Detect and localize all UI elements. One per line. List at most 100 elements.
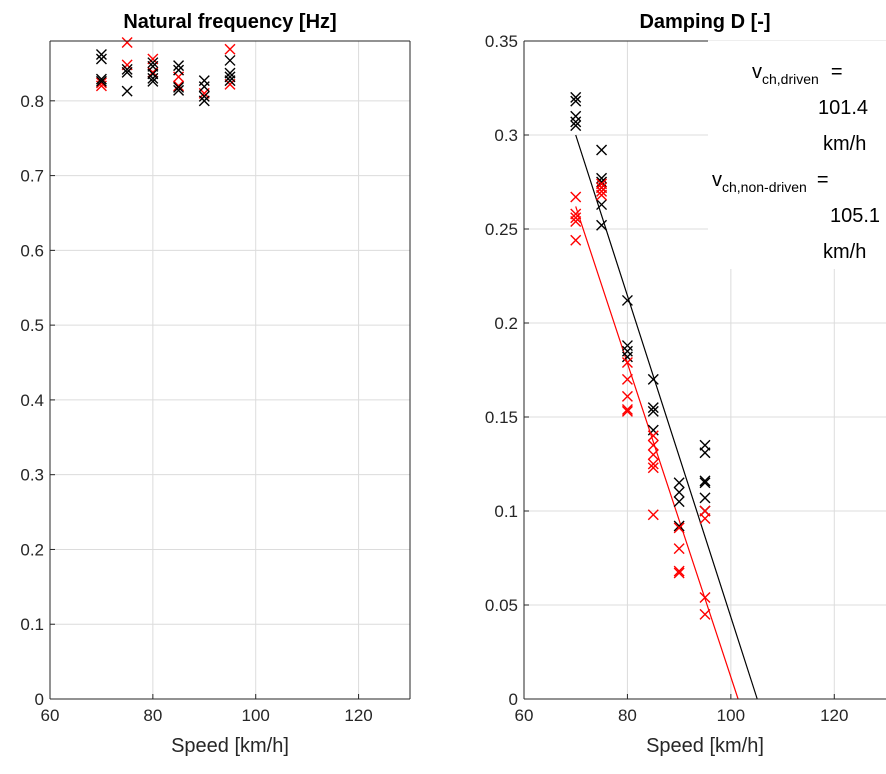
frequency-grid	[50, 41, 410, 699]
damping-data-point	[570, 95, 582, 107]
annotation-value-driven: 101.4	[818, 97, 868, 119]
damping-data-point	[570, 120, 582, 132]
frequency-data-point	[95, 77, 107, 89]
frequency-data-point	[198, 81, 210, 93]
damping-x-tick-label: 80	[618, 706, 637, 725]
frequency-plot-area	[50, 41, 410, 699]
annotation-background	[708, 41, 886, 269]
damping-data-point	[596, 172, 608, 184]
damping-x-tick-label: 120	[820, 706, 848, 725]
annotation-unit-non-driven: km/h	[823, 241, 866, 263]
frequency-data-point	[173, 80, 185, 92]
frequency-data-point	[198, 90, 210, 102]
damping-y-tick-label: 0	[509, 690, 518, 709]
damping-data-point	[673, 496, 685, 508]
annotation-line-2: vch,non-driven =	[712, 169, 829, 195]
frequency-data-point	[95, 53, 107, 65]
frequency-y-tick-label: 0.7	[20, 167, 44, 186]
damping-data-point	[699, 513, 711, 525]
damping-y-tick-label: 0.15	[485, 408, 518, 427]
frequency-x-axis-label: Speed [km/h]	[171, 735, 289, 757]
frequency-data-point	[121, 85, 133, 97]
annotation-value-non-driven: 105.1	[830, 205, 880, 227]
damping-data-point	[647, 449, 659, 461]
damping-data-point	[699, 477, 711, 489]
damping-data-point	[570, 212, 582, 224]
damping-y-tick-label: 0.3	[494, 126, 518, 145]
damping-data-point	[647, 405, 659, 417]
frequency-data-point	[95, 48, 107, 60]
frequency-y-tick-label: 0.6	[20, 241, 44, 260]
damping-markers	[570, 91, 711, 620]
annotation-v-driven: v	[752, 61, 762, 83]
damping-data-point	[596, 199, 608, 211]
annotation-unit-driven: km/h	[823, 133, 866, 155]
damping-data-point	[621, 356, 633, 368]
damping-data-point	[699, 492, 711, 504]
frequency-data-point	[147, 75, 159, 87]
frequency-y-tick-label: 0.1	[20, 615, 44, 634]
frequency-y-tick-label: 0.3	[20, 466, 44, 485]
damping-data-point	[647, 402, 659, 414]
damping-data-point	[673, 565, 685, 577]
damping-data-point	[647, 373, 659, 385]
damping-data-point	[596, 189, 608, 201]
damping-data-point	[647, 462, 659, 474]
damping-y-tick-label: 0.1	[494, 502, 518, 521]
frequency-chart-title: Natural frequency [Hz]	[123, 11, 336, 33]
damping-data-point	[621, 405, 633, 417]
damping-x-tick-label: 60	[515, 706, 534, 725]
damping-data-point	[673, 543, 685, 555]
frequency-data-point	[121, 66, 133, 78]
damping-data-point	[570, 91, 582, 103]
frequency-data-point	[95, 73, 107, 85]
frequency-chart: 60 80 100 120 0 0.1 0.2 0.3 0.4 0.5 0.6 0.7 0.8 Natu…	[20, 11, 411, 757]
frequency-data-point	[121, 37, 133, 48]
damping-data-point	[596, 144, 608, 156]
damping-data-point	[621, 351, 633, 363]
damping-chart-title: Damping D [-]	[639, 11, 770, 33]
damping-axes: 60 80 100 120 0 0.05 0.1 0.15 0.2 0.25 0.3 0.35	[485, 32, 886, 725]
damping-data-point	[621, 373, 633, 385]
damping-data-point	[570, 116, 582, 128]
damping-x-tick-label: 100	[717, 706, 745, 725]
damping-data-point	[621, 403, 633, 415]
frequency-axes: 60 80 100 120 0 0.1 0.2 0.3 0.4 0.5 0.6 0.7 0.8	[20, 40, 411, 725]
frequency-y-tick-label: 0.5	[20, 316, 44, 335]
damping-y-tick-label: 0.35	[485, 32, 518, 51]
frequency-data-point	[173, 60, 185, 72]
annotation-v-non-driven: v	[712, 169, 722, 191]
characteristic-speed-annotation: vch,driven = 101.4 km/h vch,non-driven = 1…	[712, 61, 880, 263]
frequency-data-point	[224, 71, 236, 83]
damping-y-tick-label: 0.25	[485, 220, 518, 239]
damping-data-point	[699, 608, 711, 620]
frequency-y-tick-label: 0.2	[20, 540, 44, 559]
frequency-data-point	[224, 75, 236, 87]
damping-data-point	[673, 520, 685, 532]
frequency-data-point	[173, 84, 185, 96]
annotation-sub-non-driven: ch,non-driven	[722, 179, 807, 195]
damping-data-point	[621, 345, 633, 357]
frequency-x-tick-label: 60	[41, 706, 60, 725]
frequency-data-point	[224, 54, 236, 66]
frequency-data-point	[147, 57, 159, 69]
damping-data-point	[699, 475, 711, 487]
damping-data-point	[673, 486, 685, 498]
damping-data-point	[596, 176, 608, 188]
damping-data-point	[570, 234, 582, 246]
frequency-data-point	[121, 63, 133, 75]
damping-data-point	[647, 424, 659, 436]
annotation-line-1: vch,driven =	[752, 61, 843, 87]
frequency-data-point	[224, 43, 236, 55]
damping-data-point	[596, 185, 608, 197]
frequency-x-tick-label: 100	[242, 706, 270, 725]
damping-fit-line	[575, 206, 739, 700]
damping-y-tick-label: 0.2	[494, 314, 518, 333]
annotation-eq-non-driven: =	[817, 169, 829, 191]
damping-data-point	[699, 591, 711, 603]
frequency-markers	[95, 37, 236, 107]
frequency-data-point	[173, 81, 185, 93]
frequency-data-point	[95, 75, 107, 87]
damping-y-tick-label: 0.05	[485, 596, 518, 615]
damping-data-point	[673, 567, 685, 579]
